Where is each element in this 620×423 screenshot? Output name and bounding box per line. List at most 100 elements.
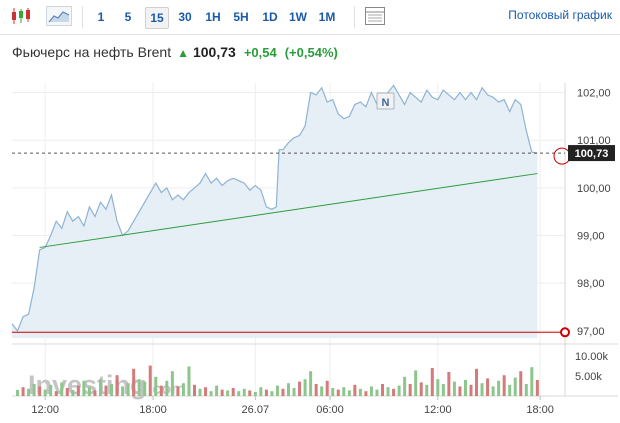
- volume-bar: [513, 377, 517, 396]
- volume-bar: [381, 384, 385, 396]
- volume-bar: [259, 387, 263, 396]
- volume-bar: [441, 384, 445, 396]
- toolbar-divider: [354, 6, 355, 28]
- volume-bar: [159, 385, 163, 396]
- volume-bar: [447, 372, 451, 396]
- volume-bar: [524, 384, 528, 396]
- volume-bar: [480, 383, 484, 396]
- news-marker-label[interactable]: N: [382, 97, 390, 109]
- volume-bar: [430, 368, 434, 396]
- volume-bar: [486, 378, 490, 396]
- area-chart-icon[interactable]: [46, 6, 72, 31]
- volume-bar: [331, 388, 335, 396]
- candlestick-chart-icon[interactable]: [10, 6, 32, 31]
- price-change-percent: (+0,54%): [284, 45, 338, 60]
- volume-bar: [392, 388, 396, 396]
- volume-bar: [16, 390, 20, 396]
- volume-bar: [181, 383, 185, 396]
- time-axis: 12:00 18:00 26.07 06:00 12:00 18:00: [31, 396, 554, 416]
- table-view-icon[interactable]: [364, 6, 386, 31]
- volume-bar: [248, 390, 252, 396]
- volume-bar: [82, 380, 86, 396]
- interval-30[interactable]: 30: [178, 10, 192, 24]
- volume-bar: [336, 389, 340, 396]
- interval-15[interactable]: 15: [145, 7, 169, 29]
- volume-bar: [220, 389, 224, 396]
- volume-bar: [397, 385, 401, 396]
- interval-1w[interactable]: 1W: [289, 10, 307, 24]
- price-change: +0,54: [243, 45, 277, 60]
- volume-bar: [403, 376, 407, 396]
- volume-bar: [353, 384, 357, 396]
- last-price-tag: 100,73: [568, 145, 615, 162]
- volume-tick-label: 10.00k: [575, 351, 609, 363]
- volume-bar: [126, 383, 130, 396]
- streaming-chart-link[interactable]: Потоковый график: [508, 8, 612, 22]
- volume-bar: [530, 367, 534, 396]
- volume-bar: [192, 384, 196, 396]
- volume-bar: [21, 387, 25, 396]
- volume-bar: [143, 381, 147, 396]
- interval-5h[interactable]: 5H: [233, 10, 249, 24]
- volume-bar: [65, 388, 69, 396]
- interval-1h[interactable]: 1H: [205, 10, 221, 24]
- volume-bar: [292, 388, 296, 396]
- volume-bar: [226, 390, 230, 396]
- volume-bar: [93, 390, 97, 396]
- volume-bar: [325, 380, 329, 396]
- volume-bar: [137, 379, 141, 396]
- volume-bar: [71, 390, 75, 396]
- volume-bar: [475, 368, 479, 396]
- time-tick-label: 06:00: [316, 404, 344, 416]
- volume-bar: [110, 384, 114, 396]
- time-tick-label: 12:00: [424, 404, 452, 416]
- volume-tick-label: 5.00k: [575, 371, 602, 383]
- last-price: 100,73: [192, 44, 236, 60]
- price-line: [11, 84, 538, 333]
- volume-bar: [215, 385, 219, 396]
- price-tick-label: 101,00: [577, 135, 611, 147]
- price-tick-label: 98,00: [577, 278, 605, 290]
- volume-bar: [519, 371, 523, 396]
- volume-bar: [408, 384, 412, 396]
- volume-bar: [275, 385, 279, 396]
- volume-bar: [369, 386, 373, 396]
- instrument-header: Фьючерс на нефть Brent ▲ 100,73 +0,54 (+0,54…: [12, 44, 338, 64]
- news-marker-box[interactable]: [376, 92, 395, 110]
- volume-bar: [148, 365, 152, 396]
- volume-bar: [132, 368, 136, 396]
- volume-bar: [49, 384, 53, 396]
- volume-bar: [38, 386, 42, 396]
- volume-bar: [436, 379, 440, 396]
- interval-5[interactable]: 5: [124, 10, 132, 24]
- volume-bar: [198, 388, 202, 396]
- price-axis: 97,00 98,00 99,00 100,00 101,00 102,00: [577, 88, 611, 338]
- volume-bar: [281, 388, 285, 396]
- volume-bar: [364, 391, 368, 396]
- interval-1m[interactable]: 1M: [318, 10, 336, 24]
- volume-bar: [452, 381, 456, 396]
- volume-bar: [303, 379, 307, 396]
- volume-bar: [298, 381, 302, 396]
- price-tick-label: 99,00: [577, 231, 605, 243]
- trend-line[interactable]: [39, 173, 538, 248]
- volume-bar: [104, 385, 108, 396]
- volume-bar: [27, 388, 31, 396]
- volume-bar: [209, 391, 213, 396]
- last-price-tag-background: [568, 145, 615, 162]
- news-marker[interactable]: N: [376, 92, 395, 110]
- volume-bar: [535, 380, 539, 396]
- interval-1[interactable]: 1: [97, 10, 105, 24]
- volume-bar: [60, 382, 64, 396]
- volume-bar: [309, 371, 313, 396]
- time-tick-label: 26.07: [242, 404, 270, 416]
- volume-bar: [121, 386, 125, 396]
- volume-bar: [497, 380, 501, 396]
- support-line-handle[interactable]: [560, 327, 570, 338]
- price-tick-label: 102,00: [577, 88, 611, 100]
- volume-bar: [375, 389, 379, 396]
- time-tick-label: 18:00: [526, 404, 554, 416]
- volume-bar: [76, 385, 80, 396]
- volume-bar: [314, 384, 318, 396]
- interval-1d[interactable]: 1D: [262, 10, 278, 24]
